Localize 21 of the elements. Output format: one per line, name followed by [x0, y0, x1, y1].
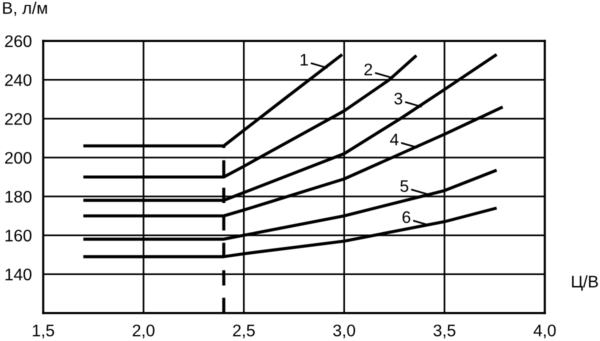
y-tick-label: 200 — [5, 152, 32, 164]
annotation: 2 — [364, 64, 372, 76]
annotation: 4 — [390, 134, 398, 146]
y-tick-label: 140 — [6, 268, 32, 280]
y-tick-label: 160 — [6, 230, 32, 242]
y-tick-label: 180 — [6, 190, 32, 203]
x-tick-label: 1,5 — [32, 324, 54, 338]
y-tick-label: 220 — [5, 113, 32, 125]
annotation: 5 — [400, 180, 408, 192]
x-tick-label: 4,0 — [534, 324, 556, 338]
x-tick-label: 3,5 — [434, 324, 456, 338]
x-tick-label: 2,0 — [132, 324, 154, 338]
annotation: 6 — [402, 211, 410, 224]
annotation: 1 — [300, 54, 308, 66]
x-tick-label: 3,0 — [333, 324, 356, 338]
annotation: 3 — [394, 92, 402, 105]
x-axis-title: Ц/В — [572, 275, 598, 291]
y-axis-title: В, л/м — [3, 2, 47, 16]
y-tick-label: 240 — [5, 74, 32, 86]
x-tick-label: 2,5 — [233, 324, 255, 338]
y-tick-label: 260 — [5, 35, 32, 48]
